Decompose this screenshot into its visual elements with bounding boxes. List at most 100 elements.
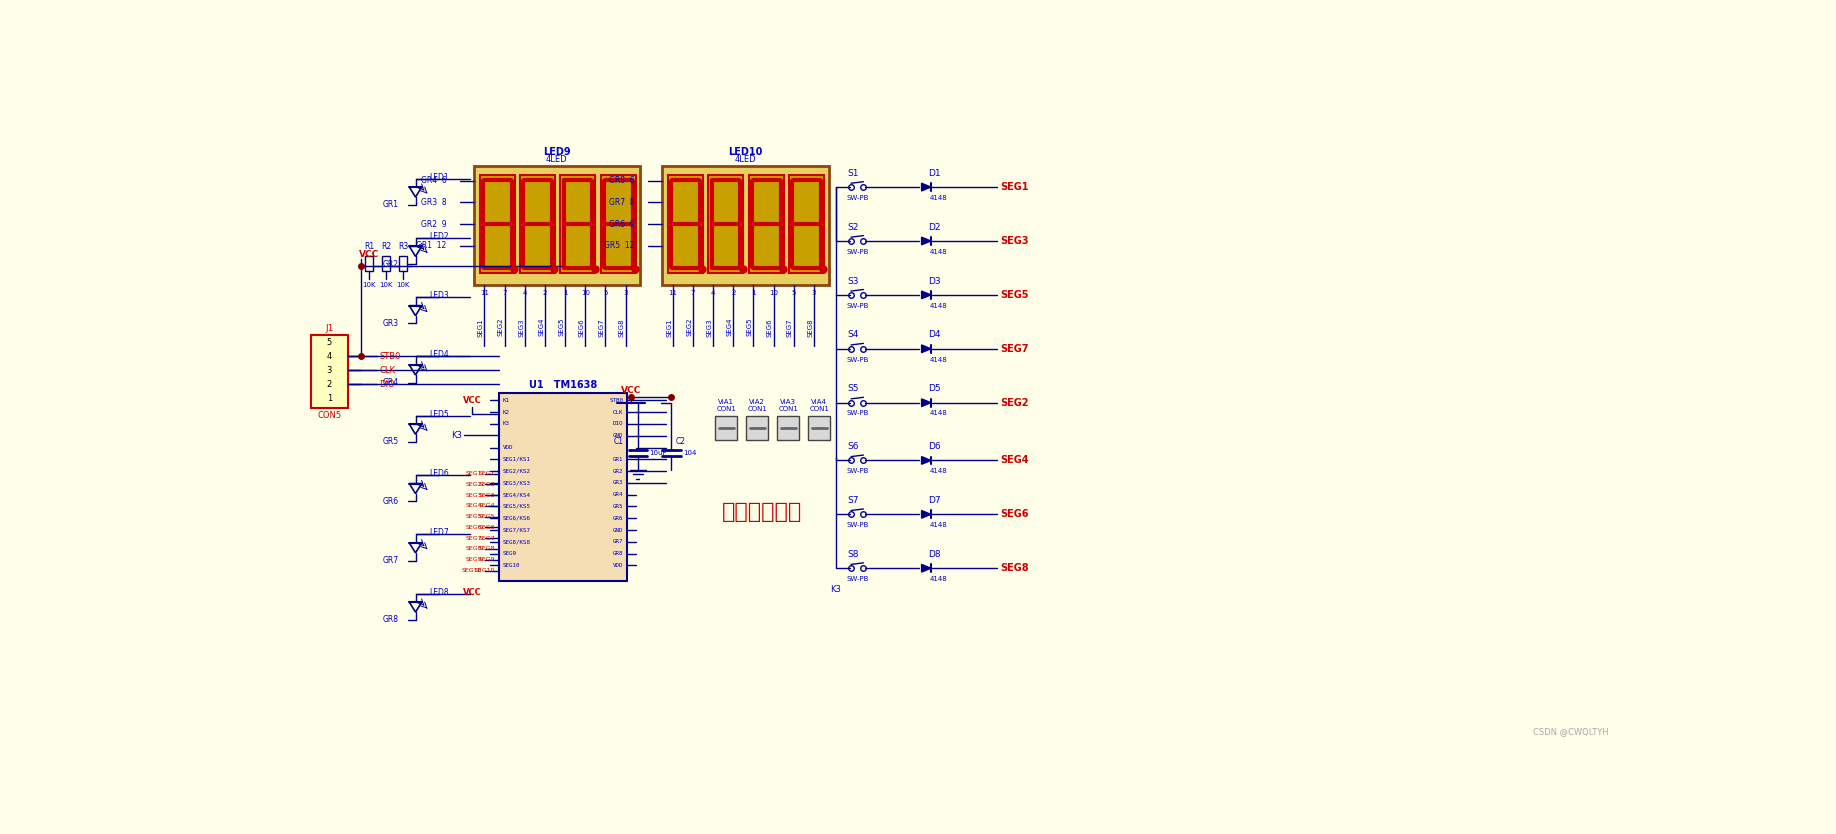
Text: LED1: LED1 [430,173,450,182]
Text: SEG8/KS8: SEG8/KS8 [503,540,531,545]
Text: SEG7: SEG7 [479,535,496,540]
Text: CON1: CON1 [716,406,736,412]
Text: 3: 3 [622,289,628,295]
Text: GND: GND [613,433,622,438]
Polygon shape [922,183,931,191]
Text: K3: K3 [452,430,463,440]
Bar [382,255,389,271]
Text: 5: 5 [604,289,608,295]
Text: STB0: STB0 [610,398,622,403]
Bar [663,165,828,285]
Text: SEG5: SEG5 [1001,290,1030,300]
Text: LED6: LED6 [430,469,450,478]
Text: 4148: 4148 [929,249,947,254]
Bar [499,393,628,581]
Text: CON1: CON1 [778,406,799,412]
Text: SEG2: SEG2 [687,318,692,336]
Text: GR1  12: GR1 12 [417,241,446,250]
Text: SEG2: SEG2 [479,482,496,487]
Text: R1: R1 [364,242,375,251]
Text: GR3: GR3 [382,319,398,328]
Text: GR5  12: GR5 12 [604,241,635,250]
Text: SEG9: SEG9 [466,557,483,562]
Text: 10: 10 [580,289,589,295]
Text: GR2: GR2 [613,469,622,474]
Text: D3: D3 [929,277,942,285]
Text: SEG9: SEG9 [479,557,496,562]
Text: SEG7: SEG7 [599,318,604,337]
Text: 1: 1 [564,289,567,295]
Text: 电路板定位孔: 电路板定位孔 [722,502,802,522]
Text: SEG3/KS3: SEG3/KS3 [503,480,531,485]
Polygon shape [922,510,931,518]
Text: GR2: GR2 [382,259,398,269]
Text: CON5: CON5 [318,410,341,420]
Text: D4: D4 [929,330,942,339]
Text: SEG3: SEG3 [466,493,483,498]
Text: GR1: GR1 [613,457,622,462]
Text: VIA2: VIA2 [749,399,766,405]
Text: SEG3: SEG3 [707,318,712,337]
Text: 2: 2 [327,379,332,389]
Text: SEG9: SEG9 [503,551,518,556]
Bar [520,175,554,274]
Text: SEG4/KS4: SEG4/KS4 [503,492,531,497]
Text: SEG8: SEG8 [808,318,813,337]
Bar [668,175,703,274]
Bar [398,255,408,271]
Text: GR7  8: GR7 8 [610,198,635,207]
Text: SEG5: SEG5 [747,318,753,336]
Text: SEG6: SEG6 [1001,510,1030,520]
Text: SEG5: SEG5 [558,318,564,336]
Text: 11: 11 [479,289,488,295]
Text: D2: D2 [929,223,942,232]
Text: J1: J1 [325,324,334,334]
Text: SEG7: SEG7 [466,535,483,540]
Text: CON1: CON1 [810,406,830,412]
Polygon shape [922,399,931,406]
Polygon shape [922,345,931,353]
Text: S6: S6 [848,442,859,451]
Text: SW-PB: SW-PB [846,303,868,309]
Text: LED8: LED8 [430,588,450,596]
Bar [600,175,635,274]
Text: SW-PB: SW-PB [846,249,868,254]
Text: SEG4: SEG4 [466,504,483,509]
Text: 4148: 4148 [929,410,947,416]
Bar [808,416,830,440]
Text: SEG8: SEG8 [466,546,483,551]
Text: GR4: GR4 [613,492,622,497]
Text: SEG6: SEG6 [578,318,584,337]
Text: 10: 10 [769,289,778,295]
Text: 4148: 4148 [929,468,947,475]
Text: VCC: VCC [463,396,481,404]
Text: 3: 3 [812,289,815,295]
Text: CON1: CON1 [747,406,767,412]
Text: LED10: LED10 [729,147,762,157]
Text: SW-PB: SW-PB [846,522,868,528]
Bar [479,175,514,274]
Text: VIA1: VIA1 [718,399,734,405]
Text: GR7: GR7 [382,556,398,565]
Text: GND: GND [613,528,622,533]
Text: SEG2/KS2: SEG2/KS2 [503,469,531,474]
Text: 10K: 10K [362,282,376,288]
Text: SEG7/KS7: SEG7/KS7 [503,528,531,533]
Bar [560,175,595,274]
Text: 1: 1 [327,394,332,403]
Text: 4148: 4148 [929,576,947,582]
Text: 4: 4 [327,352,332,361]
Text: 2: 2 [543,289,547,295]
Text: SEG8: SEG8 [619,318,624,337]
Text: SEG8: SEG8 [1001,563,1030,573]
Bar [749,175,784,274]
Text: 10K: 10K [397,282,409,288]
Text: 4148: 4148 [929,522,947,528]
Text: CLK: CLK [378,366,395,374]
Text: K1: K1 [503,398,510,403]
Text: K2: K2 [503,409,510,414]
Text: S4: S4 [848,330,859,339]
Text: 1: 1 [751,289,756,295]
Text: VCC: VCC [358,249,380,259]
Text: SEG6: SEG6 [479,525,496,530]
